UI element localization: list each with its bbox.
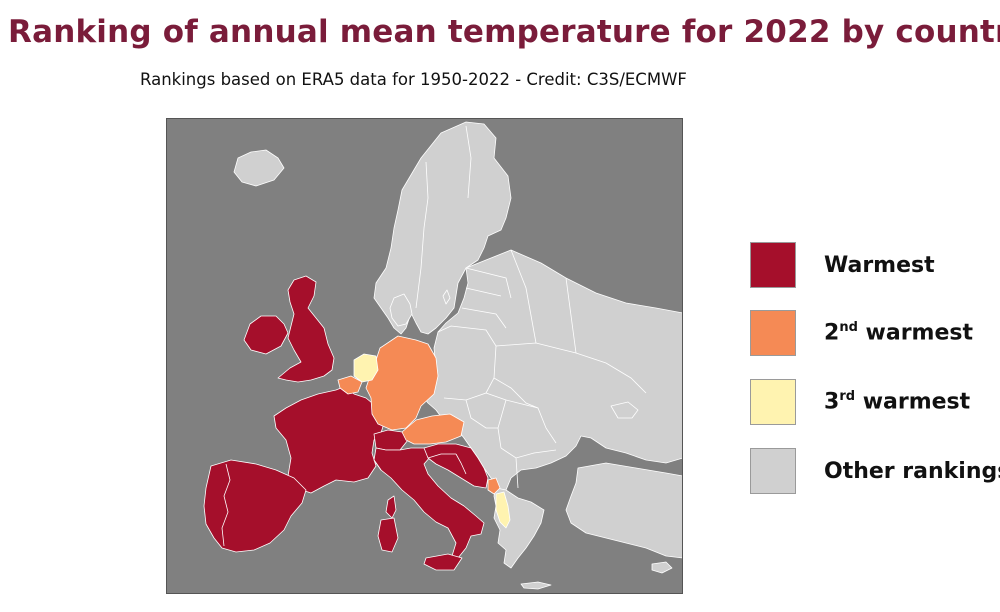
europe-map [166,118,683,594]
border-serbia-bulgaria [500,447,557,489]
country-united-kingdom [277,275,335,383]
border-slovenia-croatia [427,453,456,459]
legend-rest-third: warmest [855,389,971,415]
legend-label-third: 3rd warmest [824,389,970,414]
border-norway-sweden [415,161,429,309]
legend-swatch-third [750,379,796,425]
legend-label-second: 2nd warmest [824,320,973,345]
warmest-borders [221,453,467,547]
legend-label-other: Other rankings [824,459,1000,484]
country-austria [401,413,465,445]
legend-rest-second: warmest [857,320,974,346]
country-ireland [243,315,289,355]
second-warmest-land [337,335,501,495]
legend-text-other: Other rankings [824,458,1000,484]
country-turkey [565,462,683,559]
country-iberia [203,459,307,553]
legend-label-warmest: Warmest [824,253,935,278]
island-gotland [442,289,451,305]
border-france-italy [373,459,382,471]
legend-swatch-second [750,310,796,356]
country-crimea [610,401,639,419]
border-belarus-russia [510,249,577,354]
border-poland [437,325,497,401]
country-slovenia-croatia-bosnia [423,443,489,489]
island-sardinia [377,517,399,553]
country-cyprus [651,561,673,574]
other-country-borders [415,125,647,489]
legend-item-warmest: Warmest [750,242,935,288]
border-sweden-finland [465,125,472,199]
legend-swatch-warmest [750,242,796,288]
country-crete [520,581,552,590]
country-netherlands [353,353,379,383]
country-germany [365,335,439,431]
third-warmest-land [353,353,511,529]
legend-sup-second: nd [839,320,858,336]
border-croatia-bosnia [455,453,467,475]
legend-item-third: 3rd warmest [750,379,970,425]
country-norway-sweden-finland [373,121,512,335]
country-iceland [233,149,285,187]
country-denmark [389,293,413,327]
legend-swatch-other [750,448,796,494]
country-albania [495,491,511,529]
island-sicily [423,553,463,571]
country-belgium [337,375,363,395]
map-subtitle: Rankings based on ERA5 data for 1950-202… [140,70,687,89]
island-corsica [385,495,397,519]
border-hungary [465,399,498,429]
border-spain-portugal [221,463,231,547]
legend-item-other: Other rankings [750,448,1000,494]
warmest-land [203,275,489,571]
map-title: Ranking of annual mean temperature for 2… [8,14,1000,50]
legend-sup-third: rd [839,389,856,405]
legend-text-second: 2 [824,320,840,346]
border-baltics [461,267,512,329]
border-ukraine [493,342,647,409]
legend-text-third: 3 [824,389,840,415]
legend-text-warmest: Warmest [824,252,935,278]
country-montenegro [487,477,501,495]
map-frame [166,118,683,594]
legend-item-second: 2nd warmest [750,310,973,356]
